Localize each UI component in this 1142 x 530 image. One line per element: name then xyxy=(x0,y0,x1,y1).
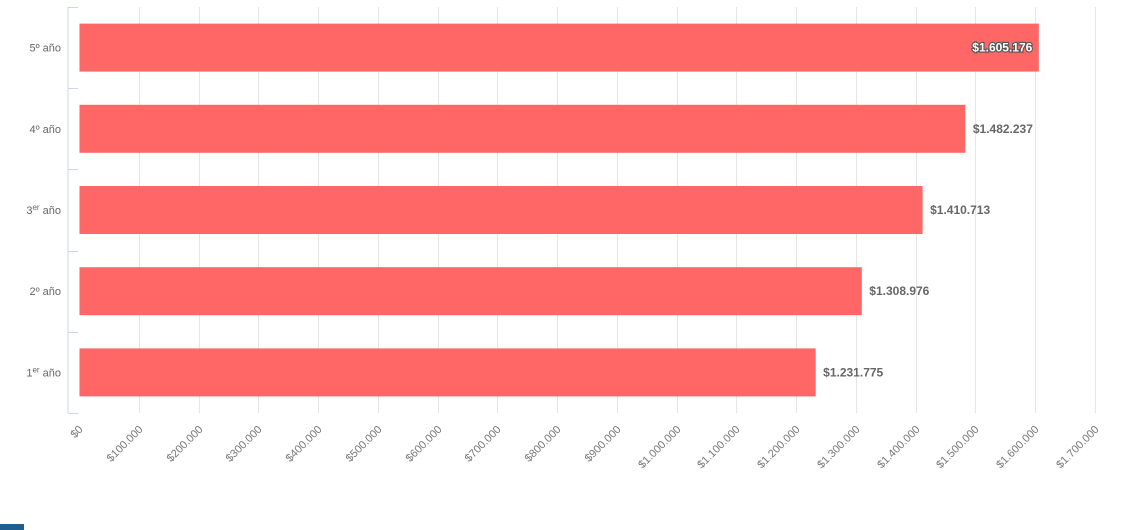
bar[interactable] xyxy=(79,186,923,234)
x-tick-label: $0 xyxy=(68,424,85,441)
x-tick-label: $200.000 xyxy=(165,424,206,465)
y-category-label: 3er año xyxy=(26,203,61,217)
corner-accent xyxy=(0,524,24,530)
data-label: $1.410.713 xyxy=(930,203,990,217)
x-tick-label: $300.000 xyxy=(224,424,265,465)
x-tick-label: $500.000 xyxy=(344,424,385,465)
bar[interactable] xyxy=(79,104,966,153)
data-label: $1.605.176 xyxy=(972,41,1032,55)
x-tick-label: $1.500.000 xyxy=(934,424,981,471)
y-category-label: 2º año xyxy=(29,286,61,298)
x-tick-label: $1.600.000 xyxy=(994,424,1041,471)
x-tick-label: $1.400.000 xyxy=(875,424,922,471)
bar[interactable] xyxy=(79,267,862,316)
x-tick-label: $1.100.000 xyxy=(695,424,742,471)
x-tick-label: $600.000 xyxy=(404,424,445,465)
bars xyxy=(79,23,1039,397)
x-tick-label: $1.700.000 xyxy=(1054,424,1101,471)
x-tick-label: $100.000 xyxy=(105,424,146,465)
x-tick-label: $800.000 xyxy=(523,424,564,465)
x-tick-label: $700.000 xyxy=(463,424,504,465)
x-tick-label: $1.200.000 xyxy=(755,424,802,471)
bar[interactable] xyxy=(79,348,816,397)
data-label: $1.482.237 xyxy=(973,122,1033,136)
data-label: $1.308.976 xyxy=(869,284,929,298)
data-label: $1.231.775 xyxy=(823,365,883,379)
y-category-label: 1er año xyxy=(26,365,61,379)
x-tick-label: $1.000.000 xyxy=(636,424,683,471)
x-tick-label: $1.300.000 xyxy=(815,424,862,471)
axes xyxy=(67,7,78,414)
y-category-label: 4º año xyxy=(29,124,61,136)
y-category-label: 5º año xyxy=(29,43,61,55)
bar[interactable] xyxy=(79,23,1039,72)
x-tick-label: $400.000 xyxy=(284,424,325,465)
x-tick-label: $900.000 xyxy=(583,424,624,465)
